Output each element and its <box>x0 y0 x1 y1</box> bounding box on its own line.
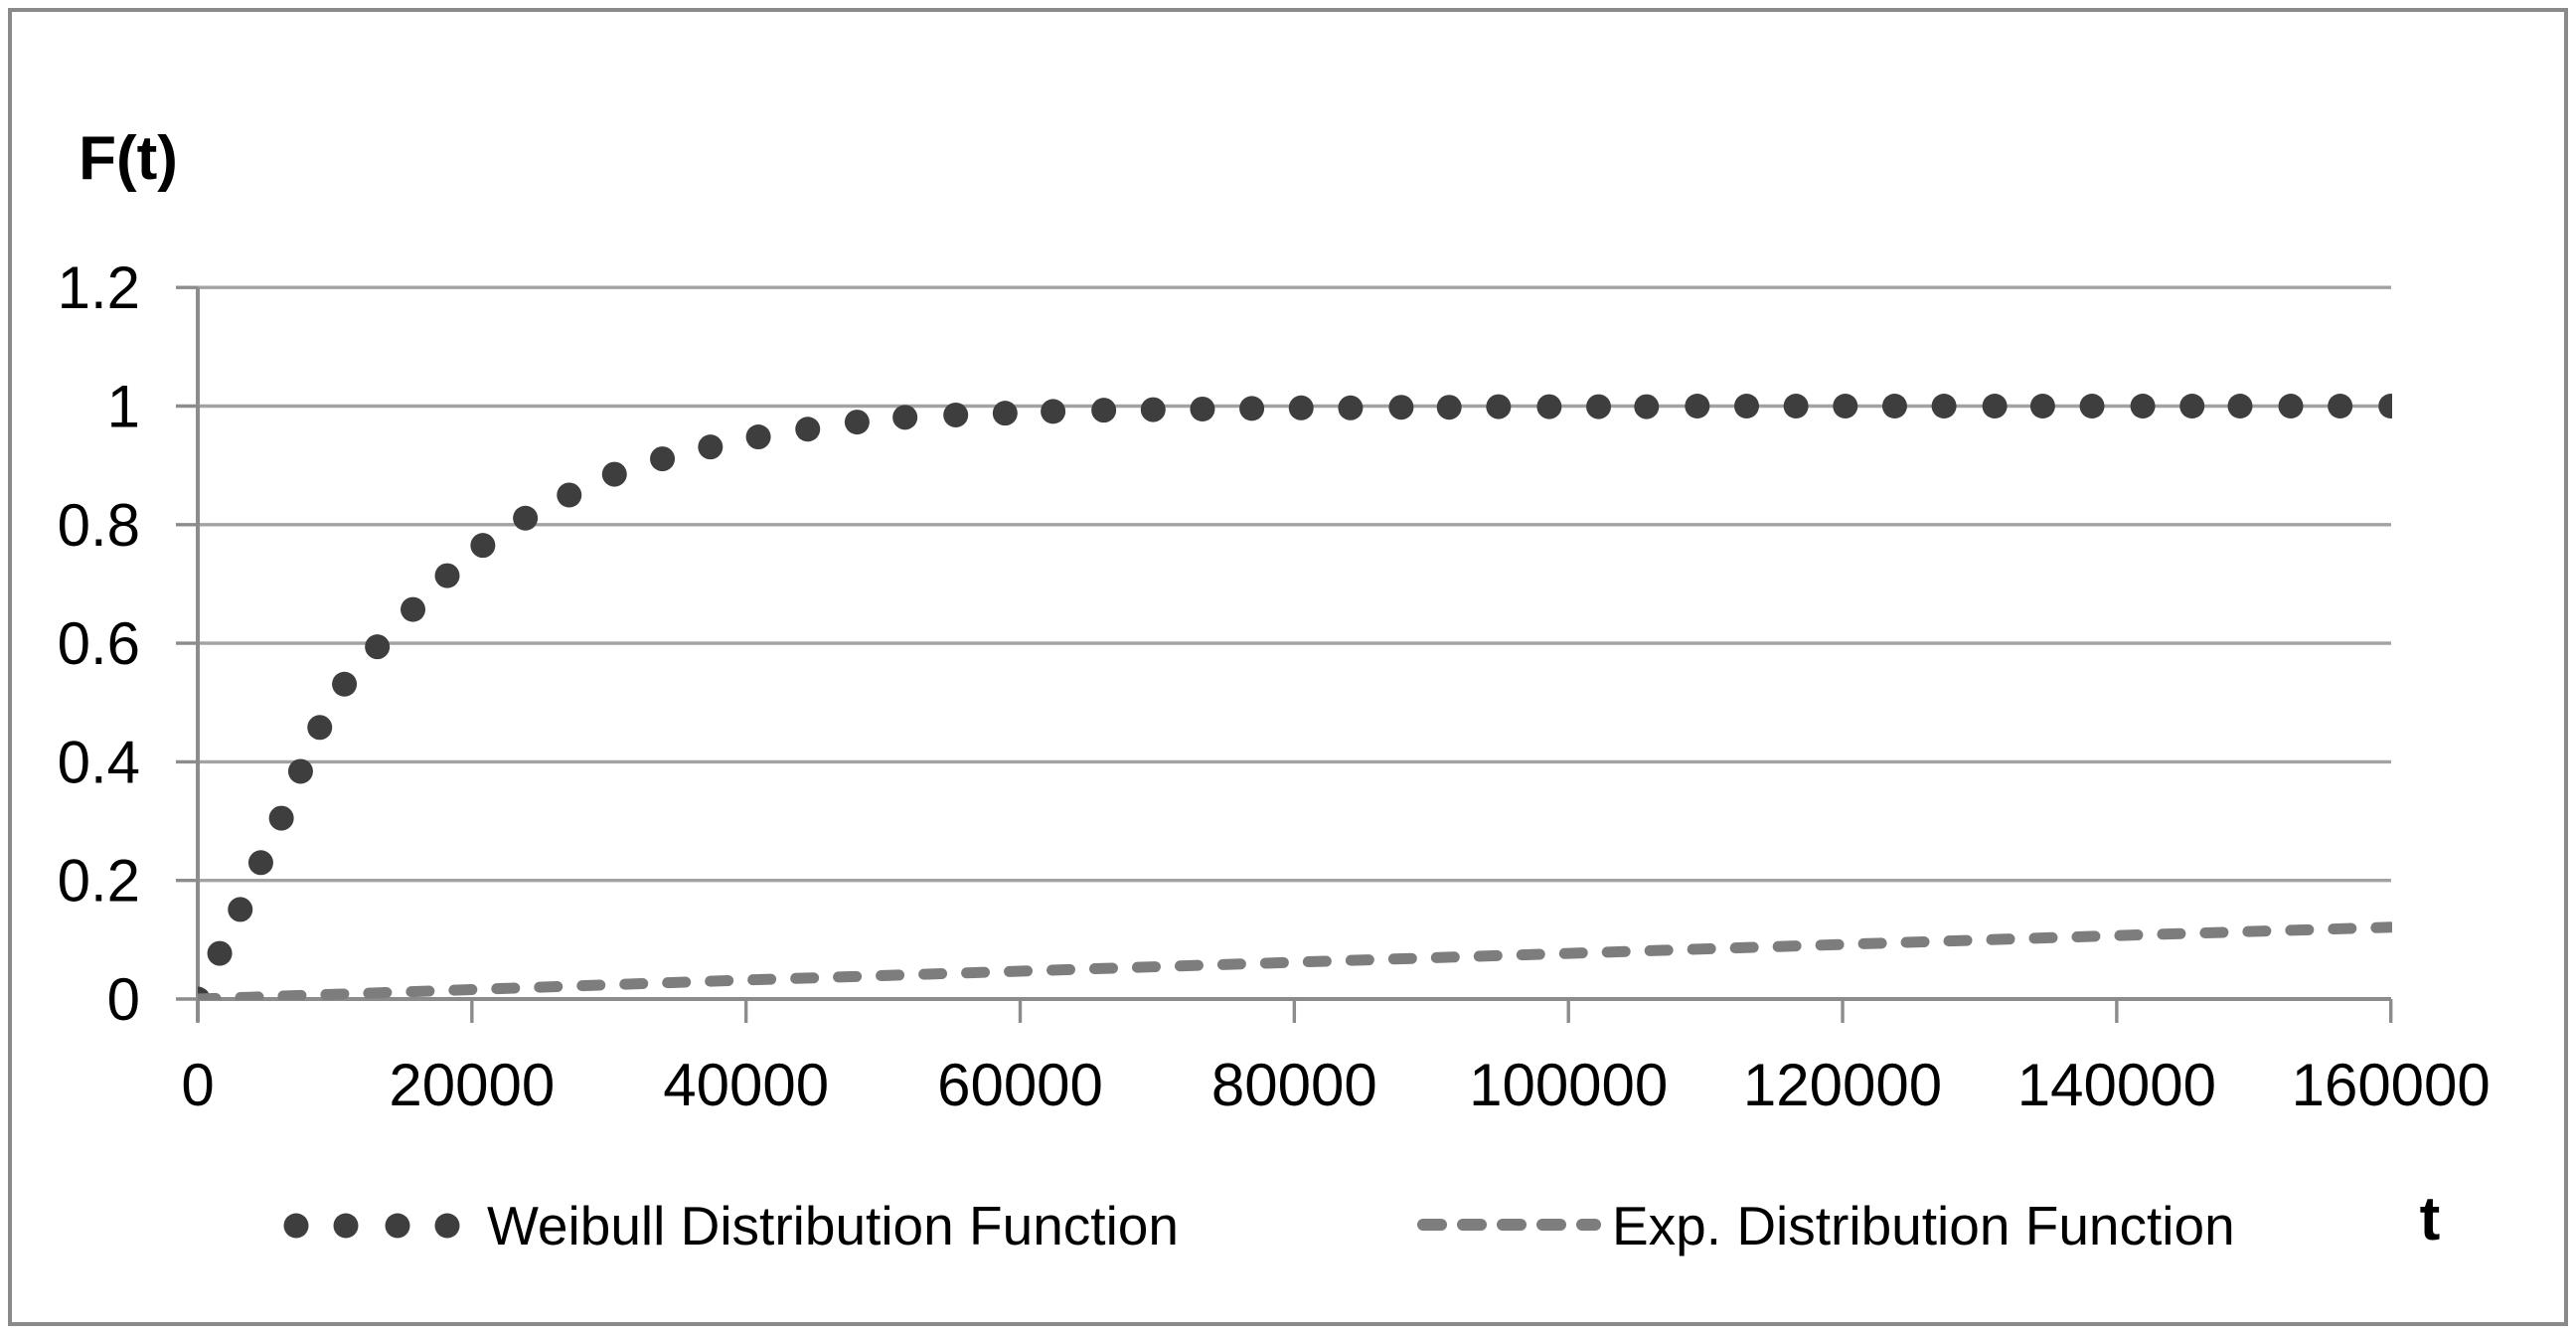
weibull-point <box>1586 394 1612 419</box>
exp-series-layer <box>198 921 2392 1000</box>
x-tick-label: 100000 <box>1469 1052 1668 1118</box>
x-tick-label: 0 <box>181 1052 214 1118</box>
legend-exp-label: Exp. Distribution Function <box>1612 1195 2235 1256</box>
weibull-point <box>2378 394 2392 418</box>
weibull-point <box>1190 396 1215 421</box>
weibull-point <box>1931 394 1957 418</box>
legend-weibull-marker-icon <box>283 1213 460 1239</box>
weibull-point <box>992 401 1018 426</box>
gridlines-layer <box>198 285 2391 883</box>
y-axis-title: F(t) <box>79 124 178 193</box>
x-tick-label: 80000 <box>1211 1052 1377 1118</box>
legend-weibull-label: Weibull Distribution Function <box>487 1195 1179 1256</box>
weibull-point <box>1288 395 1314 420</box>
weibull-point <box>1239 396 1265 421</box>
chart-frame-border <box>8 8 2568 1326</box>
weibull-point <box>401 596 426 622</box>
weibull-point <box>1634 394 1660 419</box>
y-tick-label: 0.4 <box>58 729 140 795</box>
legend: Weibull Distribution Function Exp. Distr… <box>283 1195 2235 1256</box>
weibull-point <box>1436 395 1462 420</box>
weibull-point <box>2029 394 2055 418</box>
weibull-point <box>1338 395 1364 420</box>
weibull-point <box>698 434 724 460</box>
weibull-point <box>2328 394 2353 418</box>
x-tick-label: 40000 <box>663 1052 829 1118</box>
x-tick-label: 160000 <box>2292 1052 2491 1118</box>
axes-layer <box>176 285 2393 1023</box>
weibull-point <box>1783 394 1809 418</box>
weibull-point <box>844 410 870 435</box>
weibull-point <box>513 505 539 531</box>
weibull-point <box>1881 394 1907 418</box>
exp-curve <box>198 921 2392 1000</box>
weibull-point <box>2079 394 2105 418</box>
weibull-point <box>1486 394 1512 419</box>
weibull-point <box>228 897 253 922</box>
weibull-point <box>601 461 627 487</box>
weibull-point <box>207 940 233 966</box>
weibull-point <box>557 482 582 508</box>
weibull-point <box>745 424 771 450</box>
weibull-point <box>365 634 391 660</box>
weibull-point <box>795 417 821 442</box>
weibull-point <box>1388 395 1414 420</box>
x-tick-label: 60000 <box>937 1052 1103 1118</box>
weibull-point <box>2179 394 2205 418</box>
y-tick-label: 0.6 <box>58 610 140 677</box>
weibull-point <box>1982 394 2008 418</box>
weibull-point <box>650 446 676 472</box>
x-tick-label: 20000 <box>389 1052 555 1118</box>
weibull-point <box>1536 394 1562 419</box>
legend-weibull-dot <box>385 1213 410 1239</box>
legend-weibull-dot <box>333 1213 359 1239</box>
weibull-point <box>332 671 358 697</box>
weibull-point <box>1685 394 1710 418</box>
y-tick-label: 0.8 <box>58 492 140 559</box>
weibull-point <box>2227 394 2253 418</box>
legend-weibull-dot <box>283 1213 309 1239</box>
weibull-point <box>434 563 460 588</box>
weibull-series-layer <box>198 394 2392 1000</box>
weibull-point <box>307 715 333 741</box>
tick-labels-layer: 0 0.2 0.4 0.6 0.8 1 1.2 0 20000 40000 60000 80000 10… <box>58 254 2491 1118</box>
y-tick-label: 0 <box>107 966 140 1033</box>
legend-weibull-dot <box>434 1213 460 1239</box>
weibull-point <box>470 533 496 559</box>
y-tick-label: 1 <box>107 374 140 440</box>
weibull-point <box>2278 394 2304 418</box>
weibull-point <box>892 405 918 430</box>
weibull-point <box>1733 394 1759 418</box>
y-tick-label: 1.2 <box>58 254 140 321</box>
weibull-point <box>1041 399 1066 424</box>
weibull-point <box>287 758 313 784</box>
weibull-point <box>943 402 969 427</box>
x-tick-label: 120000 <box>1743 1052 1942 1118</box>
x-tick-label: 140000 <box>2017 1052 2216 1118</box>
weibull-point <box>1091 398 1117 423</box>
weibull-point <box>2130 394 2156 418</box>
y-tick-label: 0.2 <box>58 848 140 915</box>
x-axis-title: t <box>2420 1185 2441 1253</box>
weibull-point <box>268 805 294 831</box>
weibull-point <box>1140 397 1166 422</box>
weibull-point <box>247 850 273 876</box>
weibull-point <box>1833 394 1858 418</box>
